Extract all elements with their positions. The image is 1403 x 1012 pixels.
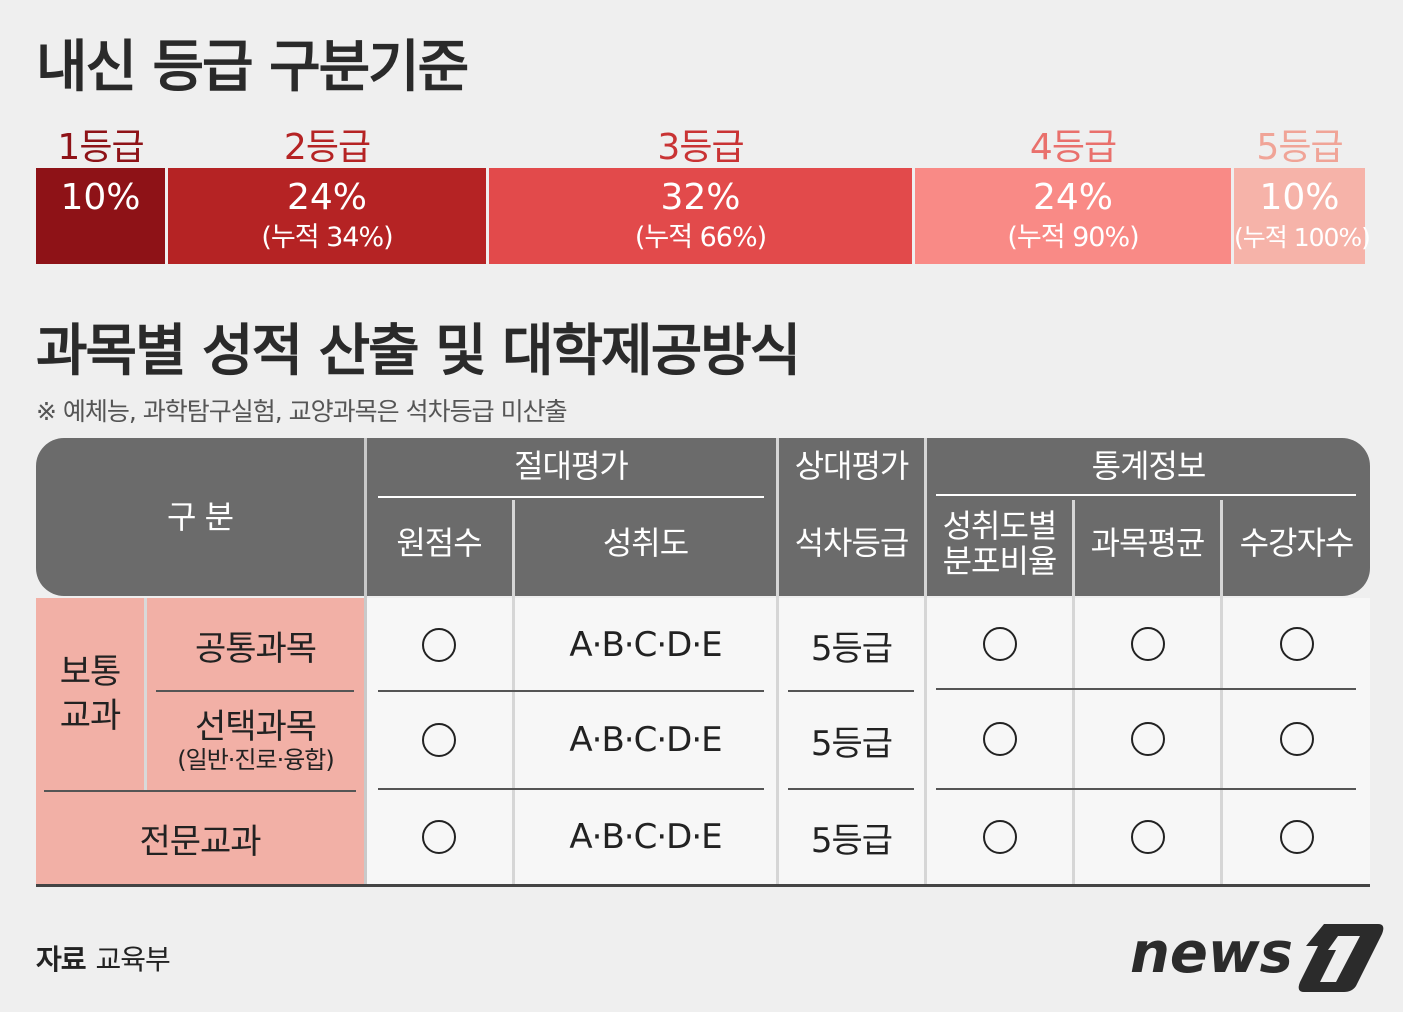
- table-row-1-raw: [366, 600, 512, 690]
- grade-4-box: 24% (누적 90%): [915, 168, 1231, 264]
- circle-icon: [1280, 820, 1314, 854]
- circle-icon: [983, 820, 1017, 854]
- method-title: 과목별 성적 산출 및 대학제공방식: [36, 306, 799, 387]
- news1-logo: news: [1128, 912, 1388, 992]
- source: 자료 교육부: [36, 938, 170, 978]
- circle-icon: [1131, 820, 1165, 854]
- grade-4-label: 4등급: [915, 118, 1231, 170]
- header-stats: 통계정보: [927, 438, 1370, 496]
- header-enrollment: 수강자수: [1223, 500, 1370, 588]
- circle-icon: [983, 627, 1017, 661]
- table-row-1-count: [1223, 600, 1370, 688]
- header-rank-grade: 석차등급: [779, 500, 924, 588]
- source-value: 교육부: [96, 943, 170, 976]
- table-row-3-dist: [927, 790, 1072, 884]
- circle-icon: [1280, 627, 1314, 661]
- table-row-1-rank: 5등급: [779, 600, 924, 690]
- grade-5-label: 5등급: [1234, 118, 1365, 170]
- circle-icon: [1280, 722, 1314, 756]
- header-distribution-line2: 분포비율: [943, 544, 1057, 579]
- circle-icon: [1131, 722, 1165, 756]
- table-row-3-avg: [1075, 790, 1220, 884]
- header-category: 구 분: [36, 480, 364, 556]
- table-row-2-sub: (일반·진로·융합): [177, 747, 333, 775]
- news1-logo-text: news: [1130, 921, 1293, 986]
- grade-3-cumulative: (누적 66%): [489, 222, 912, 254]
- header-subject-average: 과목평균: [1075, 500, 1220, 588]
- grade-5-box: 10% (누적 100%): [1234, 168, 1365, 264]
- table-bottom-border: [36, 884, 1370, 887]
- grade-3-box: 32% (누적 66%): [489, 168, 912, 264]
- grade-1-percent: 10%: [36, 178, 165, 218]
- header-raw-score: 원점수: [366, 500, 512, 588]
- source-label: 자료: [36, 943, 86, 976]
- grade-criteria-title: 내신 등급 구분기준: [36, 22, 467, 103]
- header-divider: [378, 496, 764, 498]
- grade-5-cumulative: (누적 100%): [1234, 222, 1365, 254]
- circle-icon: [422, 820, 456, 854]
- group-general-subjects: 보통 교과: [36, 598, 144, 790]
- table-row-2-raw: [366, 692, 512, 788]
- grade-4-cumulative: (누적 90%): [915, 222, 1231, 254]
- grade-1-label: 1등급: [36, 118, 165, 170]
- table-row-3-achievement: A·B·C·D·E: [515, 790, 776, 884]
- table-row-2-count: [1223, 690, 1370, 788]
- grade-3-percent: 32%: [489, 178, 912, 218]
- table-row-1-avg: [1075, 600, 1220, 688]
- circle-icon: [422, 723, 456, 757]
- table-row-2-dist: [927, 690, 1072, 788]
- grade-2-cumulative: (누적 34%): [168, 222, 486, 254]
- header-absolute: 절대평가: [366, 438, 776, 496]
- grade-2-box: 24% (누적 34%): [168, 168, 486, 264]
- header-relative: 상대평가: [779, 438, 924, 496]
- circle-icon: [422, 628, 456, 662]
- grade-5-percent: 10%: [1234, 178, 1365, 218]
- table-row-2-name: 선택과목: [195, 708, 316, 747]
- note: ※ 예체능, 과학탐구실험, 교양과목은 석차등급 미산출: [36, 392, 567, 428]
- table-row-2-achievement: A·B·C·D·E: [515, 692, 776, 788]
- table-row-3-name: 전문교과: [36, 792, 364, 884]
- table-row-3-rank: 5등급: [779, 790, 924, 884]
- table-row-3-raw: [366, 790, 512, 884]
- header-distribution-line1: 성취도별: [943, 509, 1057, 544]
- circle-icon: [983, 722, 1017, 756]
- grade-1-box: 10%: [36, 168, 165, 264]
- table-row-2-avg: [1075, 690, 1220, 788]
- grade-2-percent: 24%: [168, 178, 486, 218]
- header-achievement: 성취도: [515, 500, 776, 588]
- table-row-2-rank: 5등급: [779, 692, 924, 788]
- grade-2-label: 2등급: [168, 118, 486, 170]
- grade-3-label: 3등급: [489, 118, 912, 170]
- grade-4-percent: 24%: [915, 178, 1231, 218]
- table-row-2-name-cell: 선택과목 (일반·진로·융합): [147, 692, 364, 790]
- table-row-3-count: [1223, 790, 1370, 884]
- table-row-1-dist: [927, 600, 1072, 688]
- circle-icon: [1131, 627, 1165, 661]
- table-row-1-achievement: A·B·C·D·E: [515, 600, 776, 690]
- header-distribution: 성취도별 분포비율: [927, 496, 1072, 592]
- table-row-1-name: 공통과목: [147, 600, 364, 690]
